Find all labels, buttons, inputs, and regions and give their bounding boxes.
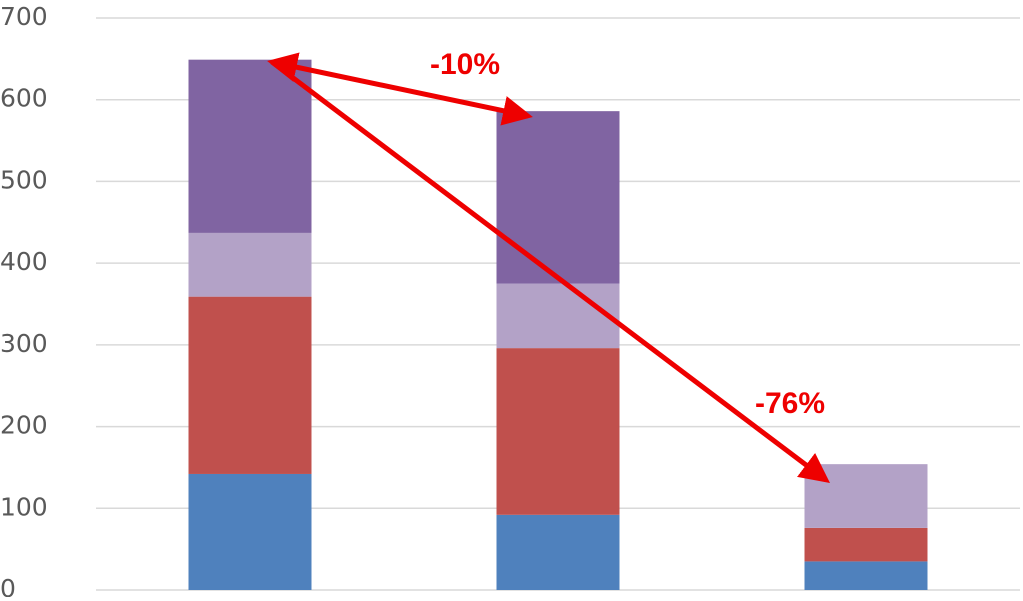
bar-segment <box>188 296 312 474</box>
y-tick-label: 500 <box>0 165 48 194</box>
y-tick-label: 600 <box>0 84 48 113</box>
bar-segment <box>188 59 312 233</box>
bars <box>188 59 928 590</box>
annotation: -76% <box>755 387 825 420</box>
bar-segment <box>496 348 620 515</box>
bar-segment <box>496 514 620 590</box>
bar-segment <box>496 111 620 284</box>
y-tick-label: 100 <box>0 492 48 521</box>
y-tick-label: 200 <box>0 411 48 440</box>
bar-segment <box>496 283 620 349</box>
arrow <box>267 52 533 126</box>
y-tick-label: 700 <box>0 2 48 31</box>
bar-segment <box>804 464 928 528</box>
bar-segment <box>188 473 312 590</box>
y-tick-label: 400 <box>0 247 48 276</box>
arrow <box>270 60 830 484</box>
bar-segment <box>804 561 928 590</box>
bar-segment <box>188 232 312 297</box>
y-tick-label: 0 <box>0 574 16 597</box>
bar-segment <box>804 527 928 562</box>
y-tick-label: 300 <box>0 329 48 358</box>
annotation: -10% <box>430 48 500 81</box>
